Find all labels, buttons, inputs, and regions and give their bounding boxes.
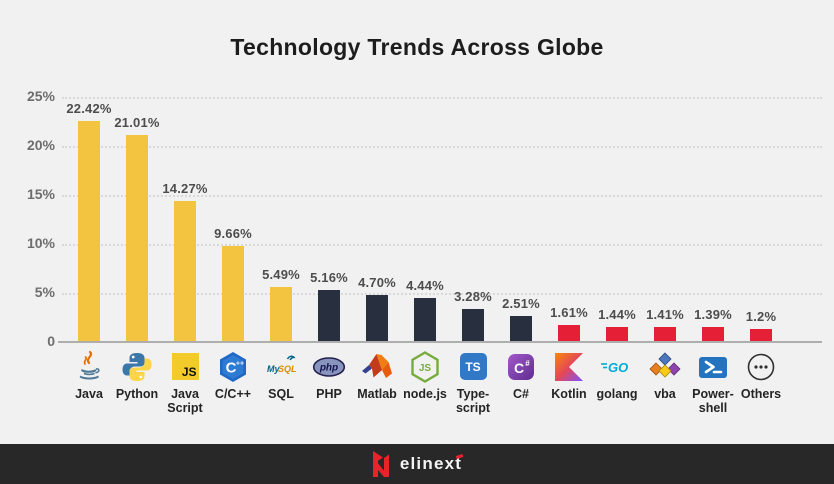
bar bbox=[174, 201, 196, 341]
y-tick-label: 25% bbox=[26, 88, 55, 104]
bar-value-label: 9.66% bbox=[214, 226, 252, 242]
typescript-icon: TS bbox=[456, 350, 490, 384]
golang-icon: GO bbox=[600, 350, 634, 384]
category-label: Java bbox=[75, 387, 103, 401]
category-label: C/C++ bbox=[214, 387, 252, 401]
x-axis-baseline bbox=[58, 341, 822, 343]
category-label: PHP bbox=[316, 387, 342, 401]
bar-value-label: 4.70% bbox=[358, 274, 396, 290]
gridline bbox=[62, 195, 822, 197]
bar bbox=[510, 316, 532, 341]
svg-text:GO: GO bbox=[608, 360, 628, 375]
y-tick-label: 20% bbox=[26, 137, 55, 153]
svg-text:My: My bbox=[267, 364, 280, 374]
chart-title: Technology Trends Across Globe bbox=[230, 34, 604, 60]
category-label: node.js bbox=[403, 387, 447, 401]
bar-value-label: 5.16% bbox=[310, 270, 348, 286]
bar bbox=[318, 290, 340, 341]
python-icon bbox=[120, 350, 154, 384]
bar-value-label: 1.39% bbox=[694, 307, 732, 323]
kotlin-icon bbox=[552, 350, 586, 384]
x-axis: Java Python JS Java Script C ++ C/C++ My SQL SQL ph… bbox=[62, 350, 822, 422]
category-label: Kotlin bbox=[551, 387, 587, 401]
bar bbox=[222, 246, 244, 341]
footer-bar: elinext bbox=[0, 444, 834, 484]
gridline bbox=[62, 293, 822, 295]
elinext-logo-text: elinext bbox=[399, 453, 464, 473]
svg-text:#: # bbox=[525, 359, 530, 368]
java-icon bbox=[72, 350, 106, 384]
gridline bbox=[62, 244, 822, 246]
category-label: golang bbox=[596, 387, 638, 401]
y-tick-label: 5% bbox=[34, 284, 55, 300]
bar-value-label: 2.51% bbox=[502, 296, 540, 312]
y-tick-label: 0 bbox=[47, 333, 55, 349]
bar-value-label: 1.41% bbox=[646, 307, 684, 323]
bar-value-label: 3.28% bbox=[454, 288, 492, 304]
nodejs-icon: JS bbox=[408, 350, 442, 384]
bar bbox=[462, 308, 484, 341]
bar-value-label: 4.44% bbox=[406, 277, 444, 293]
category-label: Python bbox=[115, 387, 159, 401]
bar bbox=[78, 121, 100, 341]
matlab-icon bbox=[360, 350, 394, 384]
category-label: vba bbox=[654, 387, 676, 401]
svg-text:C: C bbox=[514, 360, 524, 376]
bar bbox=[606, 326, 628, 341]
category-label: Others bbox=[740, 387, 782, 401]
bar bbox=[414, 297, 436, 341]
bar bbox=[366, 294, 388, 341]
category-label: Type-script bbox=[455, 387, 491, 415]
c-cpp-icon: C ++ bbox=[216, 350, 250, 384]
csharp-icon: C # bbox=[504, 350, 538, 384]
vba-icon bbox=[648, 350, 682, 384]
gridline bbox=[62, 146, 822, 148]
bar-value-label: 14.27% bbox=[162, 181, 208, 197]
svg-text:JS: JS bbox=[419, 363, 432, 374]
bar bbox=[126, 135, 148, 341]
category-label: C# bbox=[513, 387, 529, 401]
bar-value-label: 5.49% bbox=[262, 267, 300, 283]
category-label: Java Script bbox=[167, 387, 203, 415]
category-label: Power-shell bbox=[692, 387, 734, 415]
elinext-logo-icon bbox=[372, 451, 391, 477]
svg-text:SQL: SQL bbox=[278, 364, 297, 374]
plot-area: 22.42% 21.01% 14.27% 9.66% 5.49% 5.16% 4.70% 4.… bbox=[58, 97, 822, 343]
bar bbox=[750, 329, 772, 341]
svg-text:php: php bbox=[319, 363, 338, 374]
javascript-icon: JS bbox=[168, 350, 202, 384]
php-icon: php bbox=[312, 350, 346, 384]
bar bbox=[558, 325, 580, 341]
svg-text:++: ++ bbox=[236, 361, 244, 368]
bar-value-label: 21.01% bbox=[114, 115, 160, 131]
category-label: SQL bbox=[268, 387, 294, 401]
bar bbox=[654, 327, 676, 341]
gridline bbox=[62, 97, 822, 99]
y-tick-label: 10% bbox=[26, 235, 55, 251]
bar bbox=[270, 287, 292, 341]
mysql-icon: My SQL bbox=[264, 350, 298, 384]
others-icon bbox=[744, 350, 778, 384]
bar-value-label: 22.42% bbox=[66, 101, 112, 117]
y-tick-label: 15% bbox=[26, 186, 55, 202]
powershell-icon bbox=[696, 350, 730, 384]
svg-text:C: C bbox=[226, 360, 237, 377]
bar-value-label: 1.61% bbox=[550, 305, 588, 321]
bar-value-label: 1.44% bbox=[598, 306, 636, 322]
category-label: Matlab bbox=[357, 387, 397, 401]
bar bbox=[702, 327, 724, 341]
bar-value-label: 1.2% bbox=[745, 309, 777, 325]
